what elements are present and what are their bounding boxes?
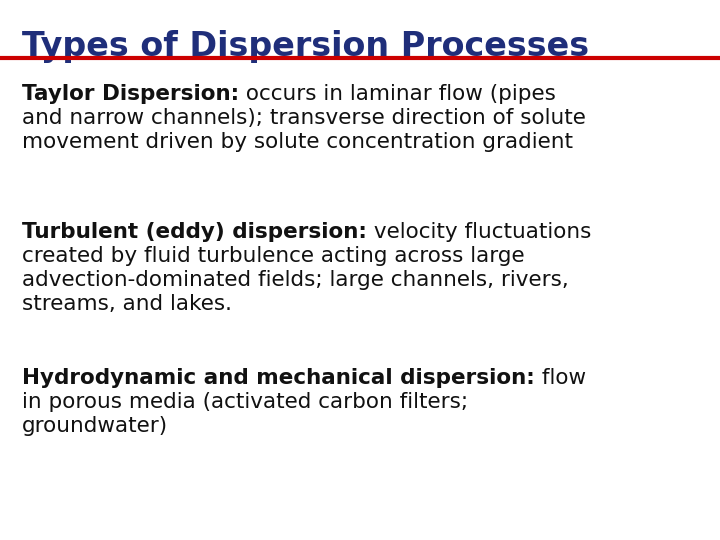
Text: occurs in laminar flow (pipes: occurs in laminar flow (pipes (239, 84, 556, 104)
Text: movement driven by solute concentration gradient: movement driven by solute concentration … (22, 132, 573, 152)
Text: Turbulent (eddy) dispersion:: Turbulent (eddy) dispersion: (22, 222, 367, 242)
Text: Types of Dispersion Processes: Types of Dispersion Processes (22, 30, 589, 63)
Text: velocity fluctuations: velocity fluctuations (367, 222, 591, 242)
Text: flow: flow (535, 368, 586, 388)
Text: Taylor Dispersion:: Taylor Dispersion: (22, 84, 239, 104)
Text: created by fluid turbulence acting across large: created by fluid turbulence acting acros… (22, 246, 525, 266)
Text: streams, and lakes.: streams, and lakes. (22, 294, 232, 314)
Text: groundwater): groundwater) (22, 416, 168, 436)
Text: Hydrodynamic and mechanical dispersion:: Hydrodynamic and mechanical dispersion: (22, 368, 535, 388)
Text: advection-dominated fields; large channels, rivers,: advection-dominated fields; large channe… (22, 270, 569, 290)
Text: in porous media (activated carbon filters;: in porous media (activated carbon filter… (22, 392, 468, 412)
Text: and narrow channels); transverse direction of solute: and narrow channels); transverse directi… (22, 108, 586, 128)
